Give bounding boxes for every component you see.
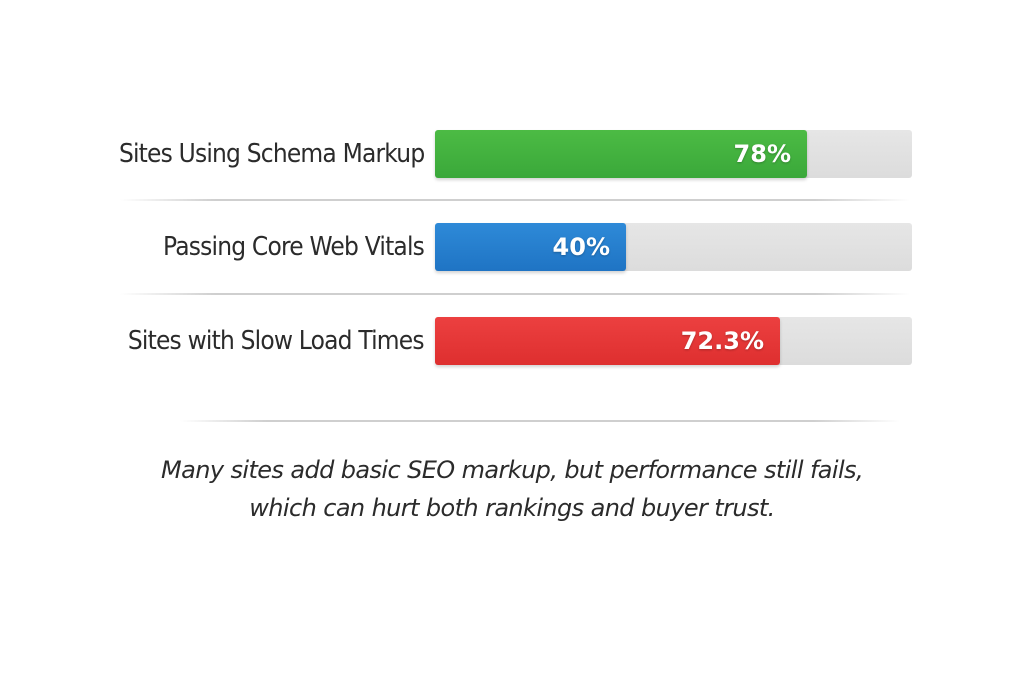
bar: 40% [435,223,626,271]
category-label: Sites with Slow Load Times [128,326,425,356]
divider [120,199,910,201]
bar-row: Passing Core Web Vitals 40% [0,223,1024,271]
category-label: Passing Core Web Vitals [162,232,425,262]
category-label: Sites Using Schema Markup [118,139,425,169]
bar-value-label: 72.3% [680,327,764,355]
bar-track: 72.3% [435,317,912,365]
chart-caption-line-1: Many sites add basic SEO markup, but per… [161,456,864,484]
bar-value-label: 78% [733,140,791,168]
bar-row: Sites with Slow Load Times 72.3% [0,317,1024,365]
bar-track: 40% [435,223,912,271]
bar-value-label: 40% [552,233,610,261]
bar: 72.3% [435,317,780,365]
divider [180,420,900,422]
bar-row: Sites Using Schema Markup 78% [0,130,1024,178]
chart-caption-line-2: which can hurt both rankings and buyer t… [249,494,775,522]
bar: 78% [435,130,807,178]
bar-track: 78% [435,130,912,178]
divider [120,293,910,295]
